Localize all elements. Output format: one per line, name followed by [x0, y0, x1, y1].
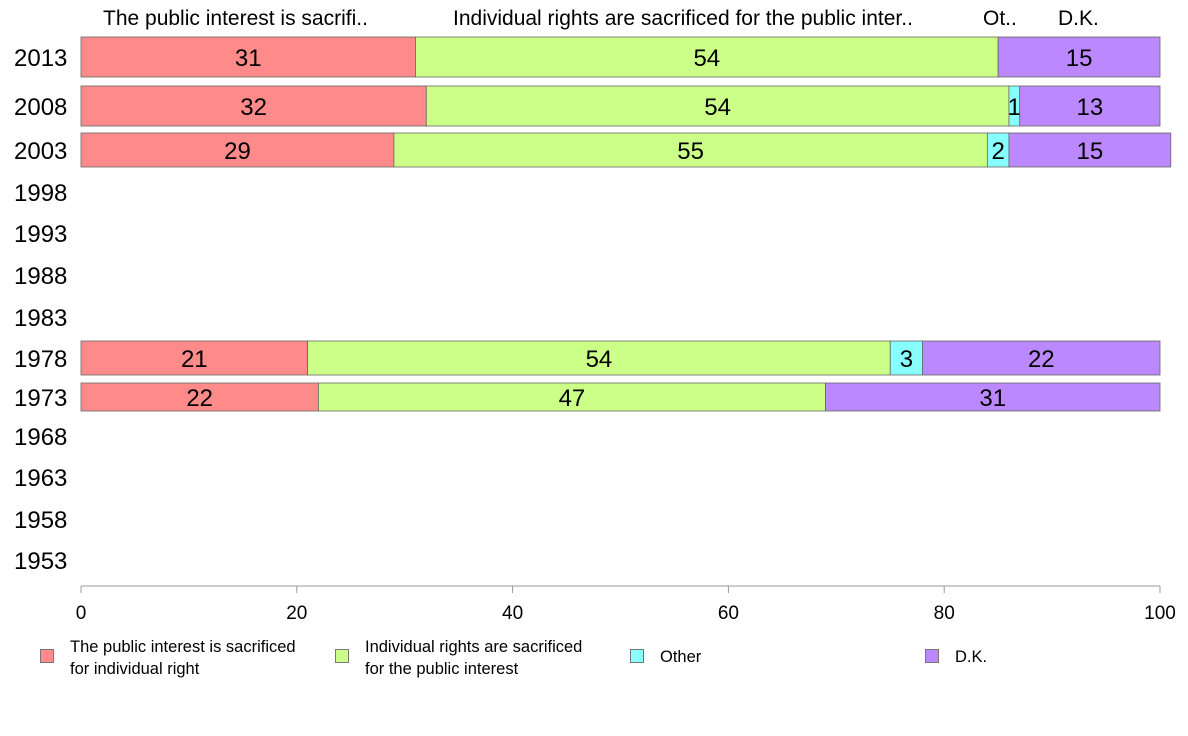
x-tick-label: 60	[718, 603, 739, 624]
x-tick-label: 0	[76, 603, 87, 624]
legend-item: The public interest is sacrificed for in…	[40, 636, 296, 680]
year-label: 1983	[14, 305, 67, 332]
legend-label: Individual rights are sacrificed for the…	[365, 638, 583, 678]
year-label: 2013	[14, 45, 67, 72]
legend-swatch	[630, 649, 644, 663]
year-label: 1958	[14, 507, 67, 534]
data-label: 31	[979, 385, 1006, 412]
legend-label: Other	[660, 648, 702, 666]
data-label: 22	[1028, 346, 1055, 373]
year-label: 1963	[14, 465, 67, 492]
bar-segment	[80, 132, 395, 168]
bar-segment	[317, 382, 826, 412]
bar-segment	[922, 340, 1161, 376]
data-label: 55	[677, 138, 704, 165]
legend-swatch	[335, 649, 349, 663]
year-label: 1993	[14, 221, 67, 248]
data-label: 22	[186, 385, 213, 412]
year-label: 2003	[14, 138, 67, 165]
bar-segment	[1008, 132, 1172, 168]
column-header: Individual rights are sacrificed for the…	[453, 7, 913, 30]
bar-row: 22 47 31	[80, 382, 1161, 412]
x-tick-label: 80	[934, 603, 955, 624]
data-label: 21	[181, 346, 208, 373]
year-label: 1973	[14, 385, 67, 412]
data-label: 15	[1066, 45, 1093, 72]
data-label: 54	[693, 45, 720, 72]
bar-segment	[80, 340, 308, 376]
chart-legend: The public interest is sacrificed for in…	[0, 636, 1188, 696]
year-label: 1988	[14, 263, 67, 290]
bar-segment	[415, 36, 999, 78]
data-label: 15	[1077, 138, 1104, 165]
year-label: 2008	[14, 94, 67, 121]
year-labels: 2013 2008 2003 1998 1993 1988 1983 1978 1973 1968…	[14, 45, 67, 575]
legend-swatch	[40, 649, 54, 663]
bar-row: 29 55 2 15	[80, 132, 1172, 168]
data-label: 1	[1008, 94, 1021, 121]
data-label: 2	[991, 138, 1004, 165]
bar-segment	[80, 85, 427, 127]
legend-label: D.K.	[955, 648, 988, 666]
legend-item: Individual rights are sacrificed for the…	[335, 636, 582, 680]
x-tick-label: 20	[286, 603, 307, 624]
column-header: Ot..	[983, 7, 1017, 30]
bar-segment	[393, 132, 988, 168]
year-label: 1998	[14, 180, 67, 207]
bar-rows: 31 54 15 32 54 1 13 29 55 2 15 21 54 3 22 22 47 31	[80, 36, 1172, 412]
column-headers: The public interest is sacrifi.. Individu…	[103, 7, 1099, 30]
data-label: 47	[559, 385, 586, 412]
data-label: 13	[1077, 94, 1104, 121]
bar-row: 21 54 3 22	[80, 340, 1161, 376]
year-label: 1953	[14, 548, 67, 575]
x-tick-label: 100	[1144, 603, 1176, 624]
x-axis: 0 20 40 60 80 100	[76, 585, 1176, 624]
data-label: 32	[240, 94, 267, 121]
data-label: 54	[704, 94, 731, 121]
bar-segment	[825, 382, 1161, 412]
column-header: The public interest is sacrifi..	[103, 7, 368, 30]
data-label: 29	[224, 138, 251, 165]
legend-item: Other	[630, 646, 701, 668]
year-label: 1968	[14, 424, 67, 451]
legend-label: The public interest is sacrificed for in…	[70, 638, 296, 678]
bar-segment	[425, 85, 1010, 127]
bar-segment	[889, 340, 924, 376]
legend-item: D.K.	[925, 646, 987, 668]
data-label: 54	[586, 346, 613, 373]
bar-segment	[80, 36, 416, 78]
bar-segment	[80, 382, 319, 412]
bar-row: 32 54 1 13	[80, 85, 1161, 127]
bar-row: 31 54 15	[80, 36, 1161, 78]
legend-swatch	[925, 649, 939, 663]
bar-segment	[997, 36, 1161, 78]
data-label: 31	[235, 45, 262, 72]
stacked-bar-chart: The public interest is sacrifi.. Individu…	[14, 7, 1176, 624]
year-label: 1978	[14, 346, 67, 373]
bar-segment	[1019, 85, 1161, 127]
bar-segment	[307, 340, 891, 376]
x-tick-label: 40	[502, 603, 523, 624]
data-label: 3	[900, 346, 913, 373]
column-header: D.K.	[1058, 7, 1099, 30]
